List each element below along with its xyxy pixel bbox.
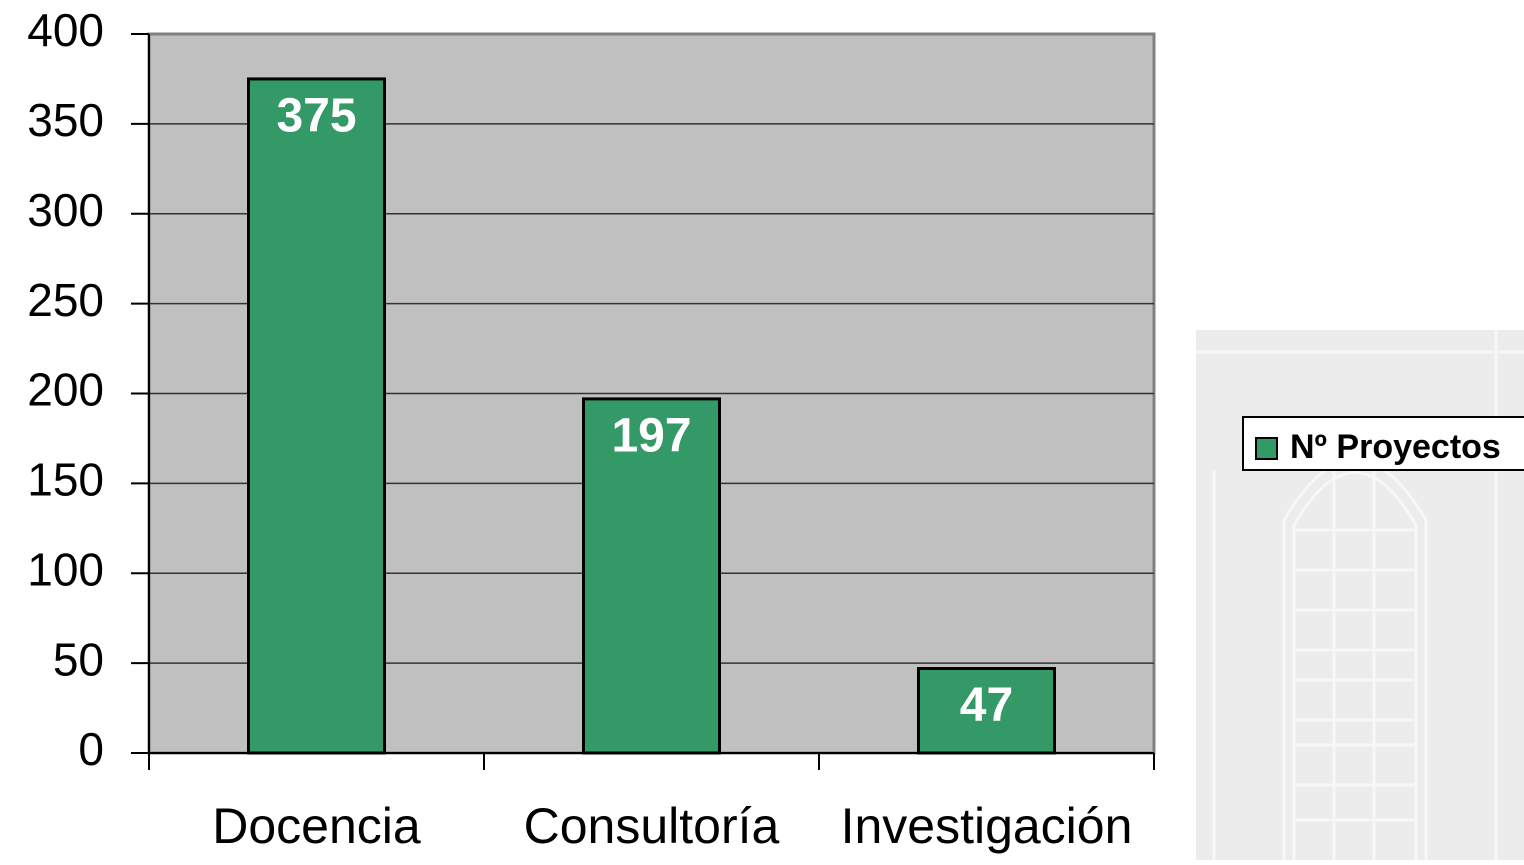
y-tick-label: 400 bbox=[27, 4, 104, 56]
legend-label: Nº Proyectos bbox=[1290, 428, 1501, 466]
x-tick-label: Docencia bbox=[212, 798, 421, 854]
legend-box bbox=[1242, 416, 1524, 471]
bar bbox=[917, 667, 1056, 755]
y-tick-label: 50 bbox=[53, 633, 104, 685]
x-tick-label: Investigación bbox=[841, 798, 1133, 854]
bar bbox=[247, 77, 386, 755]
y-tick-label: 100 bbox=[27, 543, 104, 595]
legend-swatch bbox=[1255, 437, 1278, 460]
y-tick-label: 150 bbox=[27, 454, 104, 506]
y-tick-label: 0 bbox=[78, 723, 104, 775]
value-label: 47 bbox=[960, 679, 1013, 732]
y-tick-label: 200 bbox=[27, 364, 104, 416]
y-tick-label: 250 bbox=[27, 274, 104, 326]
value-label: 197 bbox=[611, 410, 691, 463]
x-tick-label: Consultoría bbox=[524, 798, 780, 854]
y-tick-label: 350 bbox=[27, 94, 104, 146]
legend bbox=[1242, 416, 1524, 471]
background-decoration bbox=[1196, 330, 1524, 860]
y-tick-label: 300 bbox=[27, 184, 104, 236]
value-label: 375 bbox=[276, 90, 356, 143]
bar bbox=[582, 397, 721, 755]
